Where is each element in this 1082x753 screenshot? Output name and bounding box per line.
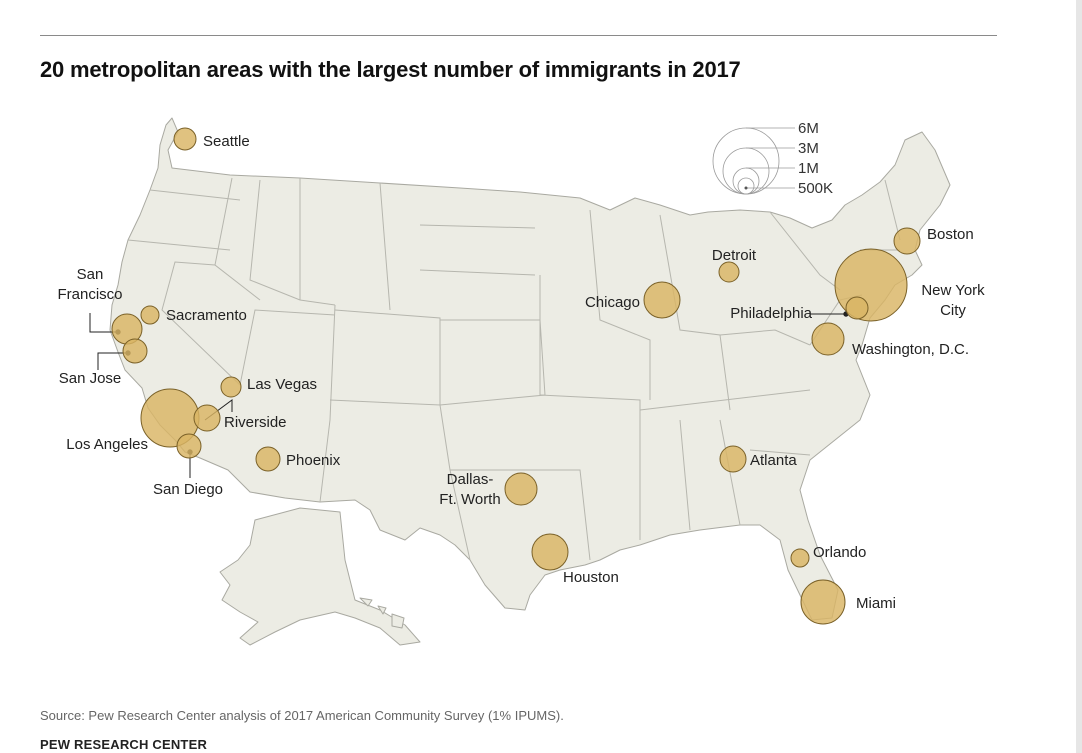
bubble-san-jose (122, 338, 148, 364)
bubble-riverside (193, 404, 221, 432)
source-note: Source: Pew Research Center analysis of … (40, 708, 564, 723)
us-map: 6M 3M 1M 500K Seattle San Francisco Sacrame… (57, 117, 985, 646)
bubble-sacramento (140, 305, 160, 325)
label-boston: Boston (927, 226, 974, 243)
label-seattle: Seattle (203, 133, 250, 150)
bubble-boston (893, 227, 921, 255)
label-san-francisco-line-2: Francisco (57, 286, 122, 303)
right-edge (1076, 0, 1082, 753)
bubble-phoenix (255, 446, 281, 472)
label-phoenix: Phoenix (286, 452, 341, 469)
legend-labels: 6M 3M 1M 500K (798, 120, 833, 197)
label-philadelphia: Philadelphia (730, 305, 812, 322)
bubble-orlando (790, 548, 810, 568)
label-san-francisco-line-1: San (77, 266, 104, 283)
label-new-york-city-line-1: New York (921, 282, 985, 299)
label-washington-d-c: Washington, D.C. (852, 341, 969, 358)
label-sacramento: Sacramento (166, 307, 247, 324)
legend-label-1m: 1M (798, 160, 819, 177)
size-legend (712, 127, 795, 195)
legend-label-500k: 500K (798, 180, 833, 197)
label-atlanta: Atlanta (750, 452, 797, 469)
label-new-york-city-line-2: City (940, 302, 966, 319)
bubble-seattle (173, 127, 197, 151)
metro-labels: Seattle San Francisco Sacramento San Jose Las… (57, 133, 985, 612)
bubble-atlanta (719, 445, 747, 473)
bubble-san-diego (176, 433, 202, 459)
label-riverside: Riverside (224, 414, 287, 431)
label-chicago: Chicago (585, 294, 640, 311)
label-dallas-ft-worth-line-2: Ft. Worth (439, 491, 500, 508)
legend-circle-6m (712, 127, 780, 195)
organization-name: PEW RESEARCH CENTER (40, 737, 208, 752)
bubble-miami (800, 579, 846, 625)
legend-circle-500k (737, 177, 755, 195)
bubble-chicago (643, 281, 681, 319)
label-miami: Miami (856, 595, 896, 612)
label-las-vegas: Las Vegas (247, 376, 317, 393)
bubble-dallas-ft-worth (504, 472, 538, 506)
bubble-houston (531, 533, 569, 571)
label-orlando: Orlando (813, 544, 866, 561)
label-detroit: Detroit (712, 247, 757, 264)
legend-circle-1m (732, 167, 760, 195)
state-borders (127, 177, 901, 561)
us-landmass (109, 117, 951, 646)
bubble-las-vegas (220, 376, 242, 398)
bubble-detroit (718, 261, 740, 283)
top-rule (40, 35, 997, 36)
label-san-diego: San Diego (153, 481, 223, 498)
legend-label-3m: 3M (798, 140, 819, 157)
map-title: 20 metropolitan areas with the largest n… (40, 57, 741, 82)
bubble-washington-d-c (811, 322, 845, 356)
label-dallas-ft-worth-line-1: Dallas- (447, 471, 494, 488)
bubble-philadelphia (845, 296, 869, 320)
label-los-angeles: Los Angeles (66, 436, 148, 453)
label-houston: Houston (563, 569, 619, 586)
metro-bubbles (111, 127, 921, 625)
label-san-jose: San Jose (59, 370, 122, 387)
legend-label-6m: 6M (798, 120, 819, 137)
